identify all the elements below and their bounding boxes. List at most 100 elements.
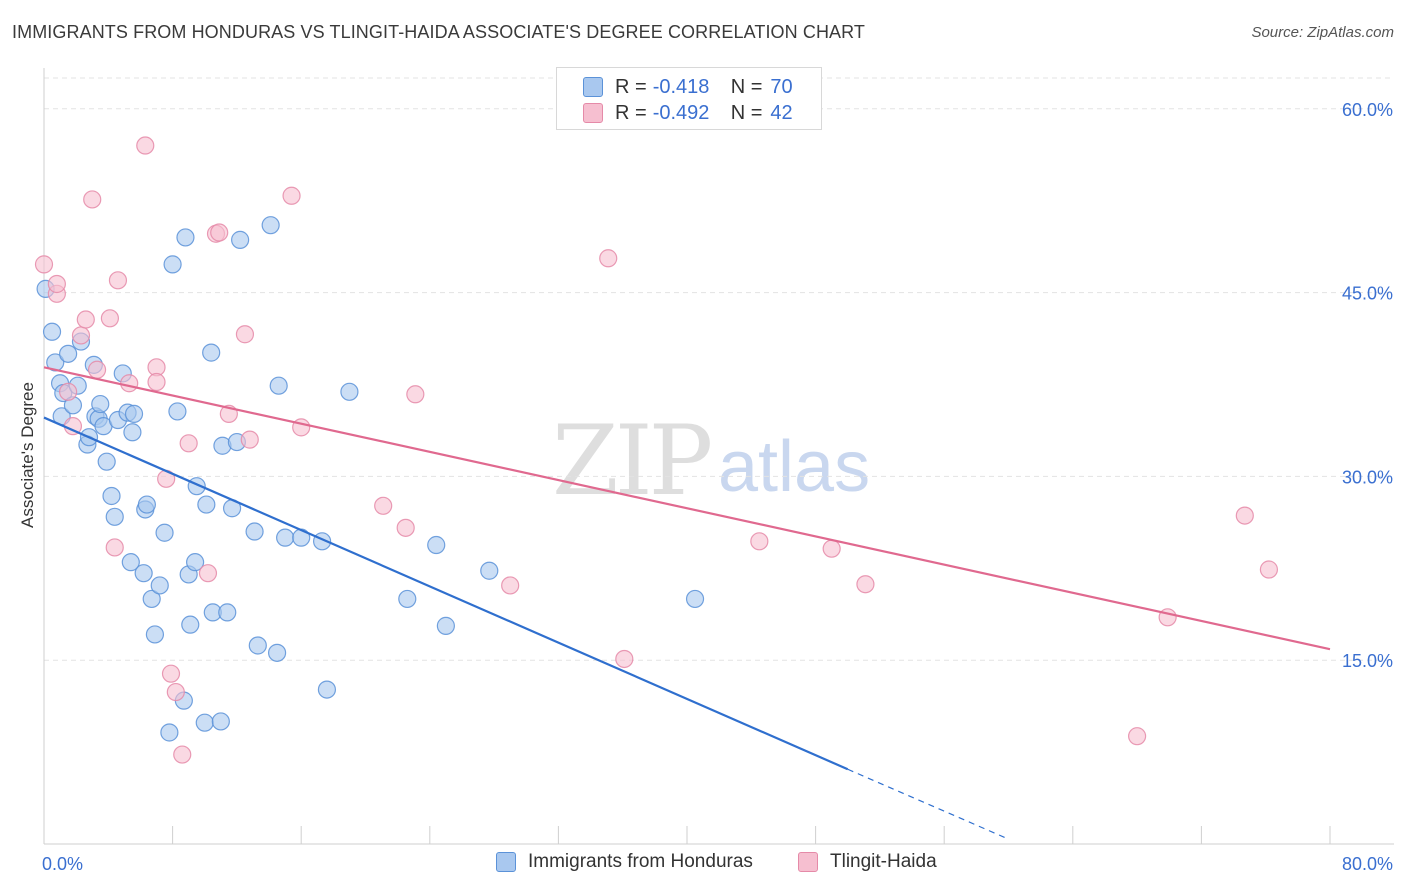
- y-tick-label: 15.0%: [1342, 651, 1393, 671]
- tlingit-point: [240, 430, 259, 449]
- tlingit-trendline: [43, 366, 1331, 651]
- honduras-point: [145, 625, 165, 644]
- tlingit-point: [87, 360, 107, 379]
- legend-item-honduras[interactable]: Immigrants from Honduras: [496, 851, 753, 873]
- correlation-legend: R = -0.418 N = 70 R = -0.492 N = 42: [556, 67, 822, 130]
- tlingit-point: [166, 682, 185, 702]
- tlingit-point: [71, 326, 91, 345]
- honduras-point: [197, 495, 216, 514]
- tlingit-point: [235, 325, 255, 344]
- y-tick-label: 60.0%: [1342, 100, 1393, 120]
- honduras-point: [105, 507, 124, 526]
- honduras-point: [150, 576, 169, 595]
- watermark-zip: ZIP: [552, 405, 713, 517]
- tlingit-point: [59, 382, 78, 401]
- honduras-trendline: [43, 416, 849, 771]
- tlingit-point: [1235, 506, 1254, 525]
- honduras-point: [59, 344, 78, 363]
- tlingit-point: [179, 434, 198, 453]
- chart-title: IMMIGRANTS FROM HONDURAS VS TLINGIT-HAID…: [12, 22, 866, 42]
- tlingit-point: [406, 385, 425, 404]
- tlingit-point: [1259, 560, 1279, 579]
- tlingit-point: [210, 223, 229, 242]
- honduras-point: [160, 723, 179, 742]
- tlingit-point: [83, 190, 102, 209]
- tlingit-point: [76, 310, 95, 329]
- tlingit-point: [47, 274, 66, 294]
- x-tick-label: 80.0%: [1342, 854, 1393, 874]
- honduras-point: [142, 589, 161, 609]
- tlingit-point: [282, 186, 301, 205]
- legend-label-honduras: Immigrants from Honduras: [528, 851, 753, 872]
- legend-n-value: 42: [770, 101, 793, 124]
- tlingit-point: [750, 532, 769, 551]
- honduras-point: [317, 680, 337, 699]
- tlingit-point: [100, 309, 120, 328]
- legend-item-tlingit[interactable]: Tlingit-Haida: [798, 851, 937, 873]
- series-legend: Immigrants from Honduras Tlingit-Haida: [0, 851, 1406, 879]
- legend-r-label: R =: [615, 101, 647, 124]
- honduras-point: [134, 564, 153, 583]
- honduras-point: [155, 523, 174, 542]
- legend-r-value: -0.418: [652, 75, 710, 98]
- tlingit-point: [501, 576, 520, 595]
- honduras-point: [685, 589, 705, 609]
- honduras-point: [168, 402, 187, 421]
- honduras-point: [124, 404, 144, 423]
- honduras-point: [186, 553, 205, 572]
- honduras-point: [267, 643, 287, 662]
- tlingit-point: [599, 249, 618, 268]
- honduras-point: [211, 712, 230, 731]
- honduras-point: [218, 603, 237, 622]
- honduras-point: [436, 616, 455, 635]
- honduras-point: [202, 343, 221, 362]
- honduras-point: [91, 394, 110, 414]
- legend-n-label: N =: [730, 75, 763, 98]
- legend-swatch-pink: [798, 852, 818, 872]
- honduras-point: [102, 486, 121, 506]
- y-tick-label: 45.0%: [1342, 284, 1393, 304]
- tlingit-point: [173, 745, 192, 764]
- tlingit-point: [822, 539, 841, 558]
- honduras-point: [480, 561, 499, 580]
- honduras-point: [248, 636, 267, 655]
- tlingit-point: [147, 372, 166, 392]
- tlingit-point: [374, 496, 393, 515]
- legend-swatch-pink: [583, 103, 603, 123]
- honduras-point: [245, 522, 264, 541]
- honduras-point: [121, 553, 140, 572]
- honduras-point: [46, 353, 65, 372]
- source-credit: Source: ZipAtlas.com: [1251, 24, 1394, 41]
- watermark-atlas: atlas: [718, 427, 871, 507]
- honduras-point: [123, 423, 142, 442]
- y-tick-label: 30.0%: [1342, 467, 1393, 487]
- tlingit-point: [615, 649, 634, 669]
- legend-swatch-blue: [583, 77, 603, 97]
- honduras-point: [269, 376, 288, 395]
- honduras-point: [97, 452, 116, 471]
- tlingit-point: [396, 518, 415, 537]
- honduras-point: [398, 589, 417, 609]
- legend-label-tlingit: Tlingit-Haida: [830, 851, 937, 872]
- honduras-point: [42, 322, 62, 341]
- tlingit-point: [105, 538, 124, 557]
- tlingit-point: [856, 575, 875, 594]
- honduras-point: [176, 228, 195, 247]
- legend-swatch-blue: [496, 852, 516, 872]
- honduras-point: [195, 713, 214, 732]
- honduras-point: [163, 255, 182, 274]
- legend-n-label: N =: [730, 101, 763, 124]
- x-tick-label: 0.0%: [42, 854, 83, 874]
- tlingit-point: [108, 271, 128, 290]
- honduras-point: [181, 615, 200, 634]
- tlingit-point: [34, 255, 54, 274]
- honduras-point: [340, 382, 359, 401]
- tlingit-point: [120, 374, 139, 393]
- tlingit-point: [136, 136, 155, 155]
- honduras-point: [261, 216, 280, 235]
- legend-row-honduras: R = -0.418 N = 70: [583, 74, 793, 100]
- tlingit-point: [161, 664, 181, 683]
- honduras-trendline-extension: [847, 768, 1009, 840]
- legend-r-label: R =: [615, 75, 647, 98]
